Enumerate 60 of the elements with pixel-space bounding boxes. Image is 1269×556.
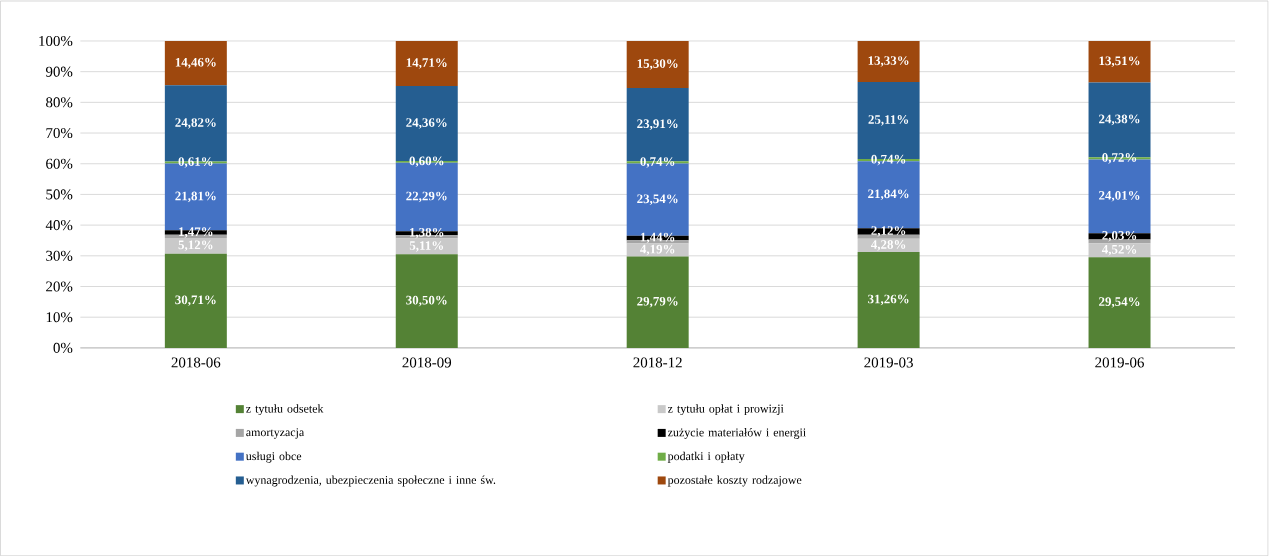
bar — [1088, 40, 1151, 83]
legend-label: z tytułu odsetek — [246, 404, 324, 415]
y-tick-label: 30% — [46, 250, 73, 261]
y-tick-label: 20% — [46, 281, 73, 292]
data-label: 14,46% — [175, 57, 216, 69]
legend-label: usługi obce — [245, 451, 302, 463]
x-tick-label: 2019-06 — [1095, 357, 1144, 368]
y-tick-label: 60% — [46, 158, 73, 169]
data-label: 22,29% — [406, 191, 447, 203]
data-label: 29,54% — [1099, 297, 1140, 308]
data-label: 23,91% — [637, 119, 678, 130]
legend-label: z tytułu opłat i prowizji — [668, 404, 784, 415]
data-label: 24,01% — [1099, 190, 1140, 202]
data-label: 0,61% — [178, 157, 213, 168]
legend-label: pozostałe koszty rodzajowe — [667, 475, 802, 487]
data-label: 13,51% — [1099, 56, 1140, 67]
data-label: 24,36% — [406, 118, 447, 129]
bar — [164, 40, 227, 86]
bar — [857, 40, 920, 82]
x-tick-label: 2019-03 — [864, 357, 913, 368]
data-label: 0,60% — [409, 156, 444, 167]
legend-label: wynagrodzenia, ubezpieczenia społeczne i inne św. — [245, 475, 496, 487]
data-label: 29,79% — [637, 296, 678, 308]
data-label: 2,12% — [871, 226, 906, 237]
bar — [164, 253, 227, 348]
y-tick-label: 90% — [45, 66, 73, 77]
data-label: 24,38% — [1099, 114, 1140, 126]
bar — [395, 40, 458, 87]
x-tick-label: 2018-12 — [633, 357, 682, 368]
bar — [164, 237, 227, 254]
data-label: 25,11% — [868, 115, 909, 126]
y-tick-label: 100% — [39, 35, 73, 46]
data-label: 30,50% — [406, 295, 447, 307]
y-tick-label: 0% — [53, 342, 73, 353]
bar — [395, 254, 458, 348]
bar — [857, 251, 920, 348]
data-label: 14,71% — [406, 58, 447, 69]
y-tick-label: 10% — [46, 312, 73, 323]
bar — [1088, 257, 1151, 348]
legend-label: zużycie materiałów i energii — [668, 427, 806, 439]
bar — [626, 256, 689, 348]
data-label: 30,71% — [175, 295, 216, 306]
data-label: 21,81% — [175, 191, 216, 203]
data-label: 0,74% — [640, 157, 675, 168]
data-label: 21,84% — [868, 189, 909, 200]
y-tick-label: 40% — [45, 219, 73, 231]
data-label: 23,54% — [637, 194, 678, 205]
data-label: 15,30% — [637, 59, 678, 70]
data-label: 0,74% — [871, 154, 906, 166]
data-label: 24,82% — [175, 118, 216, 129]
data-label: 13,33% — [868, 56, 909, 67]
y-tick-label: 80% — [46, 97, 73, 108]
legend-label: amortyzacja — [246, 428, 305, 439]
x-tick-label: 2018-09 — [402, 357, 452, 368]
data-label: 31,26% — [868, 294, 909, 306]
legend-label: podatki i opłaty — [667, 451, 745, 463]
bar — [626, 40, 689, 88]
y-tick-label: 70% — [46, 127, 73, 139]
y-tick-label: 50% — [46, 189, 73, 200]
x-tick-label: 2018-06 — [171, 357, 221, 368]
